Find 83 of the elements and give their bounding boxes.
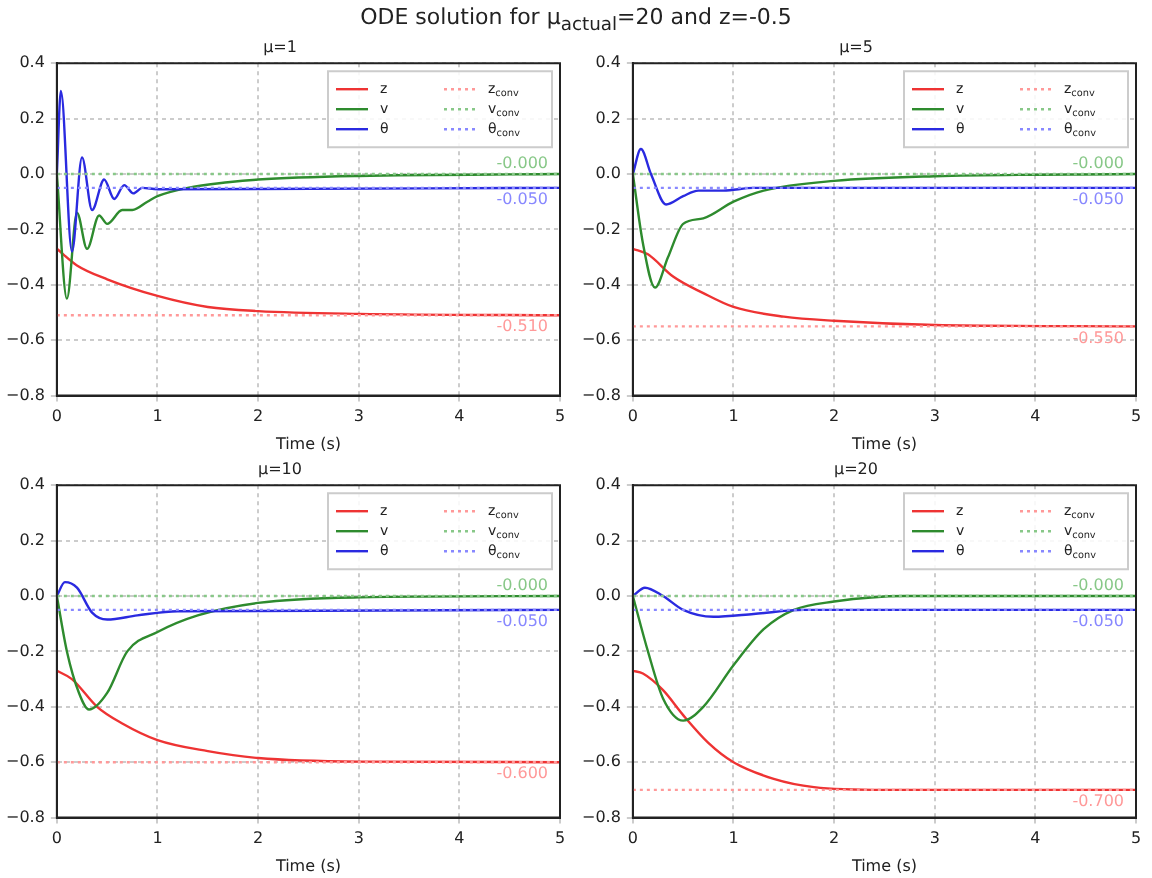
y-tick-label: −0.8	[5, 807, 45, 826]
y-tick-label: −0.4	[581, 696, 621, 715]
y-tick-label: 0.0	[19, 164, 45, 183]
y-tick-label: −0.6	[581, 330, 621, 349]
y-tick-label: 0.4	[595, 475, 621, 494]
data-label: -0.050	[496, 612, 548, 631]
x-tick-label: 2	[829, 829, 840, 848]
line-series	[632, 669, 1136, 792]
y-tick-label: 0.0	[595, 586, 621, 605]
chart-title: μ=1	[263, 37, 297, 56]
y-tick-label: −0.4	[5, 274, 45, 293]
x-tick-label: 2	[829, 407, 840, 426]
y-tick-label: 0.4	[19, 53, 45, 72]
y-tick-label: 0.2	[19, 530, 45, 549]
data-label: -0.000	[496, 576, 548, 595]
data-label: -0.700	[1072, 792, 1124, 811]
y-tick-label: 0.0	[595, 164, 621, 183]
x-tick-label: 1	[152, 829, 163, 848]
y-tick-label: −0.6	[581, 752, 621, 771]
x-tick-label: 5	[1130, 407, 1142, 426]
x-tick-label: 0	[627, 407, 638, 426]
y-tick-label: 0.2	[19, 108, 45, 127]
x-tick-label: 4	[1030, 829, 1041, 848]
y-tick-label: 0.4	[595, 53, 621, 72]
x-tick-label: 3	[929, 829, 940, 848]
x-tick-label: 2	[253, 829, 264, 848]
y-tick-label: −0.6	[5, 330, 45, 349]
x-tick-label: 4	[1030, 407, 1041, 426]
y-tick-label: −0.4	[5, 696, 45, 715]
chart-title: μ=5	[839, 37, 873, 56]
x-tick-label: 0	[627, 829, 638, 848]
data-label: -0.050	[1072, 612, 1124, 631]
y-tick-label: −0.8	[581, 807, 621, 826]
line-series	[56, 669, 560, 764]
text: ODE solution for μ$_{actual}$=20 and z=-0.5	[358, 2, 794, 37]
x-tick-label: 0	[51, 407, 62, 426]
y-tick-label: −0.2	[581, 219, 621, 238]
x-tick-label: 5	[1130, 829, 1142, 848]
y-tick-label: −0.6	[5, 752, 45, 771]
data-label: -0.000	[1072, 576, 1124, 595]
x-tick-label: 5	[554, 829, 566, 848]
x-axis-title: Time (s)	[273, 856, 341, 875]
line-series	[632, 172, 1136, 289]
x-tick-label: 4	[454, 407, 465, 426]
y-tick-label: −0.2	[5, 219, 45, 238]
y-tick-label: −0.2	[5, 641, 45, 660]
data-label: -0.550	[1072, 328, 1124, 347]
y-tick-label: −0.8	[5, 385, 45, 404]
x-axis-title: Time (s)	[849, 856, 917, 875]
x-axis-title: Time (s)	[849, 434, 917, 453]
line-series	[56, 89, 560, 253]
data-label: -0.050	[496, 190, 548, 209]
x-tick-label: 4	[454, 829, 465, 848]
y-tick-label: 0.4	[19, 475, 45, 494]
y-tick-label: 0.0	[19, 586, 45, 605]
y-tick-label: −0.2	[581, 641, 621, 660]
line-series	[56, 247, 560, 317]
y-tick-label: 0.2	[595, 530, 621, 549]
line-series	[56, 172, 560, 300]
line-series	[632, 147, 1136, 206]
data-label: -0.600	[496, 764, 548, 783]
chart-title: μ=10	[258, 459, 302, 478]
line-series	[56, 594, 560, 711]
line-series	[632, 594, 1136, 722]
x-tick-label: 1	[152, 407, 163, 426]
data-label: -0.000	[1072, 154, 1124, 173]
data-label: -0.000	[496, 154, 548, 173]
x-tick-label: 1	[728, 407, 739, 426]
y-tick-label: −0.8	[581, 385, 621, 404]
data-label: -0.050	[1072, 190, 1124, 209]
chart-title: μ=20	[834, 459, 878, 478]
y-tick-label: −0.4	[581, 274, 621, 293]
x-axis-title: Time (s)	[273, 434, 341, 453]
x-tick-label: 3	[353, 829, 364, 848]
x-tick-label: 0	[51, 829, 62, 848]
x-tick-label: 3	[353, 407, 364, 426]
x-tick-label: 5	[554, 407, 566, 426]
data-label: -0.510	[496, 317, 548, 336]
x-tick-label: 1	[728, 829, 739, 848]
x-tick-label: 3	[929, 407, 940, 426]
x-tick-label: 2	[253, 407, 264, 426]
line-series	[632, 247, 1136, 328]
y-tick-label: 0.2	[595, 108, 621, 127]
